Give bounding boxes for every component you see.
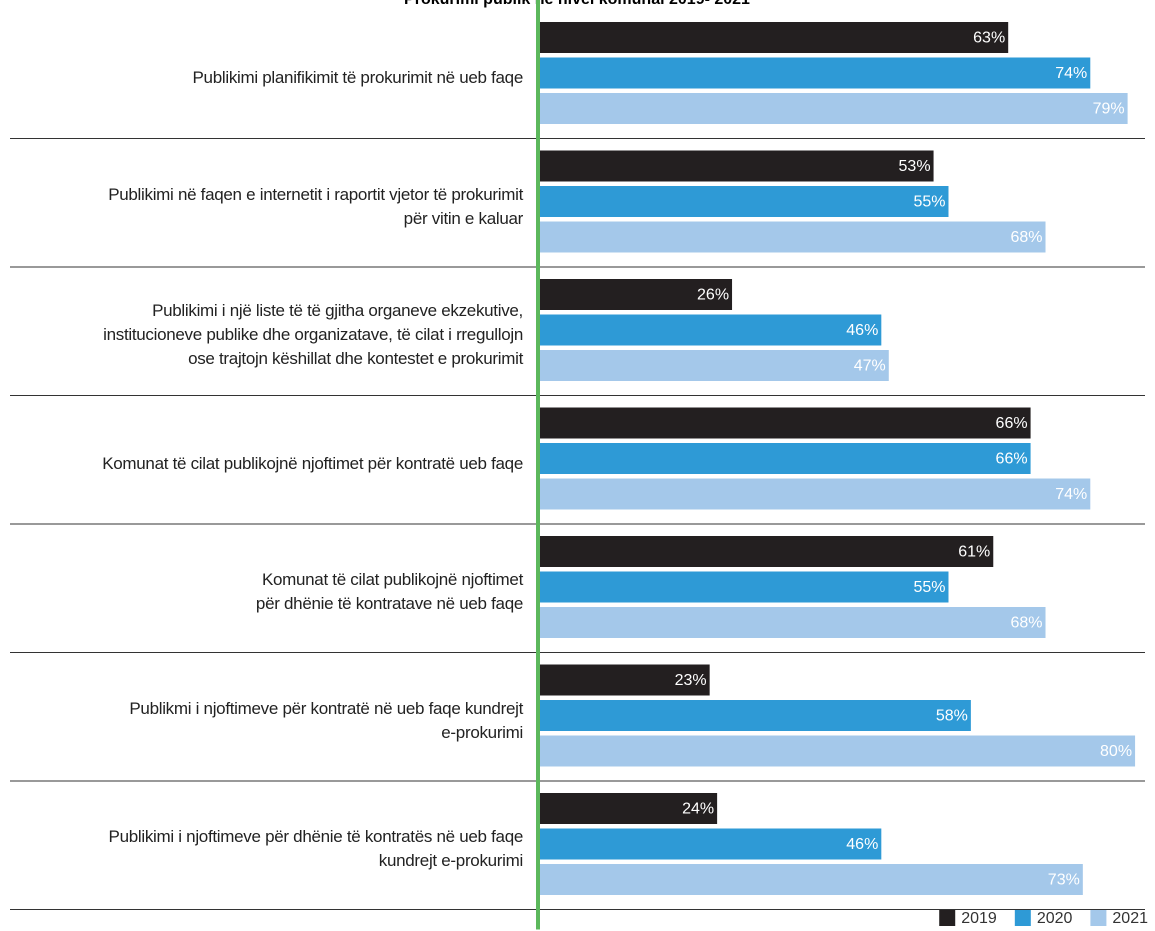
value-label: 46% (846, 322, 878, 339)
value-label: 55% (913, 579, 945, 596)
bar (538, 407, 1031, 439)
bar (538, 314, 882, 346)
value-label: 55% (913, 194, 945, 211)
bar (538, 22, 1009, 53)
chart-title: Prokurimi publik në nivel komunal 2019- … (404, 0, 750, 8)
value-label: 74% (1055, 486, 1087, 503)
bar (538, 536, 994, 567)
value-label: 53% (899, 158, 931, 175)
category-label: Publikimi planifikimit të prokurimit në … (192, 68, 524, 88)
legend-swatch (1090, 910, 1107, 926)
bar (538, 443, 1031, 474)
value-label: 74% (1055, 65, 1087, 82)
legend-label: 2021 (1112, 910, 1148, 927)
bar (538, 664, 710, 696)
bar (538, 828, 882, 860)
value-label: 66% (996, 451, 1028, 468)
value-label: 73% (1048, 872, 1080, 889)
category-label: Komunat të cilat publikojnë njoftimet pë… (102, 453, 523, 473)
bar (538, 279, 733, 310)
bar (538, 607, 1046, 638)
value-label: 68% (1010, 229, 1042, 246)
bar (538, 793, 718, 824)
value-label: 26% (697, 287, 729, 304)
category-label: Publikmi i njoftimeve për kontratë në ue… (129, 698, 523, 742)
category-label: Publikimi në faqen e internetit i raport… (108, 184, 523, 228)
bar (538, 221, 1046, 253)
value-label: 58% (936, 708, 968, 725)
value-label: 24% (682, 801, 714, 818)
category-label: Publikimi i një liste të të gjitha organ… (103, 301, 523, 369)
value-label: 66% (996, 415, 1028, 432)
value-label: 46% (846, 836, 878, 853)
legend-label: 2019 (961, 910, 997, 927)
bar (538, 864, 1083, 895)
bar (538, 93, 1128, 124)
legend-swatch (939, 910, 956, 926)
bar (538, 735, 1136, 767)
bar (538, 57, 1091, 89)
bar (538, 571, 949, 603)
value-label: 63% (973, 30, 1005, 47)
value-label: 80% (1100, 743, 1132, 760)
bar (538, 700, 971, 731)
legend-swatch (1014, 910, 1031, 926)
value-label: 61% (958, 544, 990, 561)
value-label: 47% (854, 358, 886, 375)
value-label: 68% (1010, 615, 1042, 632)
bar (538, 478, 1091, 510)
category-label: Publikimi i njoftimeve për dhënie të kon… (108, 827, 524, 871)
value-label: 23% (675, 672, 707, 689)
category-label: Komunat të cilat publikojnë njoftimet pë… (255, 570, 523, 614)
bar (538, 350, 889, 381)
bar (538, 150, 934, 182)
bar (538, 186, 949, 217)
legend-label: 2020 (1037, 910, 1073, 927)
value-label: 79% (1093, 101, 1125, 118)
